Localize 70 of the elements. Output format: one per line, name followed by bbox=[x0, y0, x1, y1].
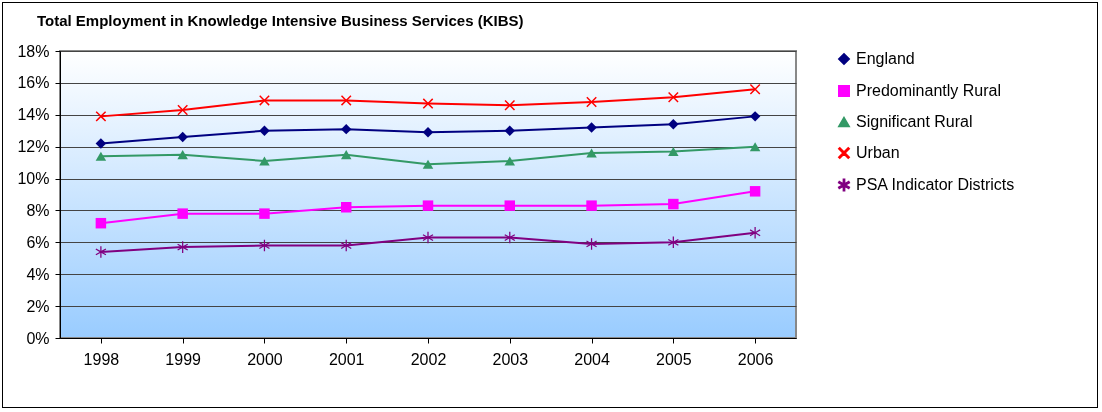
point bbox=[95, 246, 107, 258]
point bbox=[586, 148, 597, 158]
point bbox=[504, 156, 516, 166]
point bbox=[504, 200, 516, 211]
point bbox=[95, 111, 107, 122]
y-tick-label: 18% bbox=[17, 42, 50, 60]
point bbox=[422, 200, 434, 211]
point bbox=[749, 227, 761, 239]
y-tick-label: 12% bbox=[17, 138, 50, 156]
point bbox=[177, 104, 188, 116]
x-tick-label: 2003 bbox=[492, 350, 529, 368]
point bbox=[749, 142, 761, 152]
x-tick-label: 1998 bbox=[83, 350, 120, 368]
point bbox=[749, 186, 761, 197]
point bbox=[259, 95, 270, 106]
point bbox=[95, 138, 107, 149]
y-tick-label: 16% bbox=[17, 74, 50, 92]
point bbox=[749, 111, 761, 122]
y-tick-label: 8% bbox=[26, 201, 50, 219]
legend-label: England bbox=[856, 50, 915, 67]
point bbox=[340, 95, 352, 106]
point bbox=[504, 125, 516, 136]
point bbox=[177, 241, 189, 253]
point bbox=[668, 119, 679, 130]
legend-label: PSA Indicator Districts bbox=[856, 176, 1015, 193]
point bbox=[422, 159, 434, 169]
y-tick-label: 14% bbox=[17, 106, 50, 124]
point bbox=[586, 122, 597, 133]
point bbox=[504, 99, 516, 111]
legend-label: Urban bbox=[856, 144, 900, 161]
y-tick-label: 4% bbox=[26, 265, 50, 283]
x-tick-label: 2006 bbox=[737, 350, 774, 368]
x-tick-label: 2000 bbox=[247, 350, 283, 368]
point bbox=[504, 231, 516, 244]
point bbox=[586, 238, 597, 250]
chart-title: Total Employment in Knowledge Intensive Business Services (KIBS) bbox=[36, 12, 524, 29]
point bbox=[422, 98, 434, 109]
x-tick-label: 2005 bbox=[656, 350, 692, 368]
point bbox=[586, 96, 597, 108]
point bbox=[340, 239, 352, 252]
y-tick-label: 0% bbox=[26, 329, 50, 347]
y-tick-label: 2% bbox=[26, 297, 50, 315]
point bbox=[668, 91, 679, 103]
point bbox=[177, 131, 188, 143]
point bbox=[340, 123, 352, 135]
legend-label: Significant Rural bbox=[856, 113, 973, 130]
point bbox=[95, 151, 107, 161]
point bbox=[259, 125, 270, 136]
point bbox=[259, 156, 270, 166]
point bbox=[177, 208, 188, 219]
x-tick-label: 1999 bbox=[165, 350, 202, 368]
y-tick-label: 10% bbox=[17, 170, 50, 188]
point bbox=[259, 239, 270, 252]
point bbox=[422, 231, 434, 244]
point bbox=[668, 198, 679, 210]
point bbox=[668, 146, 679, 156]
x-tick-label: 2001 bbox=[328, 350, 365, 368]
x-tick-label: 2002 bbox=[410, 350, 447, 368]
x-tick-label: 2004 bbox=[574, 350, 610, 368]
point bbox=[340, 202, 352, 213]
point bbox=[259, 208, 270, 219]
y-tick-label: 6% bbox=[26, 233, 50, 251]
point bbox=[586, 200, 597, 211]
point bbox=[177, 150, 188, 160]
point bbox=[667, 236, 679, 249]
point bbox=[95, 217, 107, 229]
point bbox=[340, 150, 352, 160]
legend-label: Predominantly Rural bbox=[856, 82, 1001, 99]
point bbox=[749, 84, 761, 95]
point bbox=[422, 127, 434, 138]
